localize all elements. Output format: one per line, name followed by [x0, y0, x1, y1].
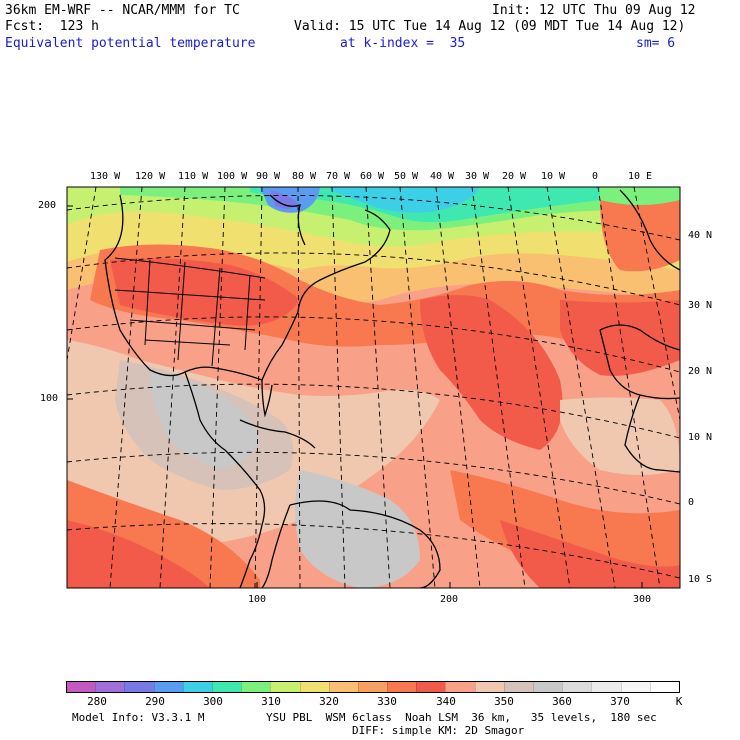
physics-info: YSU PBL WSM 6class Noah LSM 36 km, 35 le…	[266, 711, 657, 724]
lat-label: 0	[688, 497, 695, 508]
colorbar-label: 350	[494, 695, 514, 708]
lon-label: 30 W	[465, 171, 490, 182]
smoothing-info: sm= 6	[636, 36, 676, 51]
colorbar-label: 280	[87, 695, 107, 708]
frame-ticks	[67, 205, 643, 588]
graticule	[67, 187, 680, 588]
x-grid-label: 100	[248, 594, 267, 605]
colorbar-swatch	[591, 682, 621, 692]
model-title: 36km EM-WRF -- NCAR/MMM for TC	[5, 3, 240, 18]
lon-label: 90 W	[256, 171, 281, 182]
lon-label: 60 W	[360, 171, 385, 182]
colorbar-swatch	[357, 682, 388, 692]
lon-label: 80 W	[292, 171, 317, 182]
colorbar-swatch	[416, 682, 446, 692]
colorbar-swatch	[649, 682, 679, 692]
lon-label: 70 W	[326, 171, 351, 182]
forecast-hour: Fcst: 123 h	[5, 19, 99, 34]
y-grid-label: 100	[40, 393, 59, 404]
colorbar-label: 370	[610, 695, 630, 708]
colorbar-swatch	[182, 682, 212, 692]
lon-label: 40 W	[430, 171, 455, 182]
colorbar-swatch	[211, 682, 242, 692]
colorbar-label: 320	[319, 695, 339, 708]
diffusion-info: DIFF: simple KM: 2D Smagor	[352, 724, 525, 737]
colorbar-swatch	[620, 682, 650, 692]
lon-label: 100 W	[217, 171, 248, 182]
colorbar-swatch	[445, 682, 475, 692]
colorbar-swatch	[124, 682, 154, 692]
x-grid-label: 300	[633, 594, 652, 605]
colorbar-swatch	[270, 682, 300, 692]
lon-label: 120 W	[135, 171, 166, 182]
x-grid-label: 200	[440, 594, 459, 605]
colorbar-label: 300	[203, 695, 223, 708]
colorbar-swatch	[241, 682, 271, 692]
colorbar-swatch	[67, 682, 96, 692]
lon-label: 110 W	[178, 171, 209, 182]
colorbar-swatch	[474, 682, 504, 692]
field-name: Equivalent potential temperature	[5, 36, 256, 51]
colorbar-label: 360	[552, 695, 572, 708]
lon-label: 50 W	[394, 171, 419, 182]
colorbar-label: 290	[145, 695, 165, 708]
init-time: Init: 12 UTC Thu 09 Aug 12	[492, 3, 696, 18]
colorbar-swatch	[562, 682, 592, 692]
colorbar-swatch	[95, 682, 125, 692]
coastlines	[104, 189, 680, 588]
colorbar-label: 330	[377, 695, 397, 708]
theta-e-field	[67, 187, 680, 588]
level-info: at k-index = 35	[340, 36, 466, 51]
lon-label: 130 W	[90, 171, 121, 182]
colorbar-swatch	[328, 682, 358, 692]
lat-label: 10 N	[688, 432, 713, 443]
lon-label: 10 E	[628, 171, 653, 182]
valid-time: Valid: 15 UTC Tue 14 Aug 12 (09 MDT Tue …	[294, 19, 686, 34]
colorbar-units: K	[675, 695, 683, 708]
colorbar-swatch	[533, 682, 563, 692]
colorbar-swatch	[299, 682, 329, 692]
lat-label: 20 N	[688, 366, 713, 377]
lon-label: 20 W	[502, 171, 527, 182]
colorbar-swatch	[153, 682, 183, 692]
lat-label: 40 N	[688, 230, 713, 241]
model-info: Model Info: V3.3.1 M	[72, 711, 205, 724]
lat-label: 30 N	[688, 300, 713, 311]
colorbar-label: 310	[261, 695, 281, 708]
map-frame	[66, 186, 681, 589]
colorbar-swatch	[387, 682, 417, 692]
lon-label: 0	[592, 171, 599, 182]
colorbar	[66, 681, 680, 693]
lat-label: 10 S	[688, 574, 713, 585]
lon-label: 10 W	[541, 171, 566, 182]
colorbar-swatch	[503, 682, 533, 692]
colorbar-label: 340	[436, 695, 456, 708]
y-grid-label: 200	[38, 200, 57, 211]
